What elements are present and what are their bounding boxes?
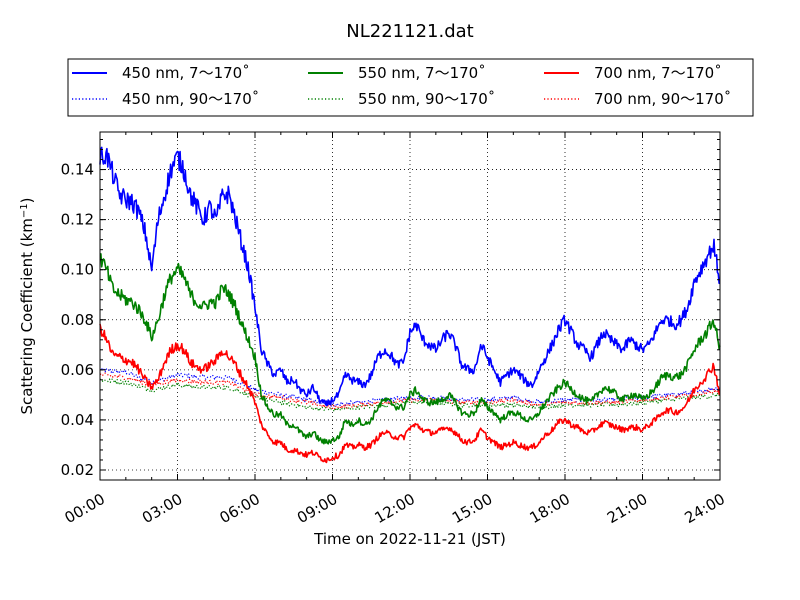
x-tick-label: 12:00: [372, 490, 418, 527]
legend-label: 550 nm, 90～170˚: [358, 90, 495, 108]
x-tick-label: 00:00: [62, 490, 108, 527]
y-axis-label: Scattering Coefficient (km−1): [18, 197, 36, 414]
y-tick-label: 0.02: [61, 461, 94, 479]
x-tick-label: 18:00: [527, 490, 573, 527]
y-axis-label-superscript: −1: [19, 203, 30, 218]
y-axis-label-close: ): [18, 197, 36, 203]
y-tick-label: 0.08: [61, 311, 94, 329]
x-tick-label: 06:00: [217, 490, 263, 527]
legend-label: 450 nm, 90～170˚: [122, 90, 259, 108]
legend-label: 450 nm, 7～170˚: [122, 64, 250, 82]
grid: [100, 132, 720, 480]
y-tick-label: 0.12: [61, 211, 94, 229]
y-tick-label: 0.06: [61, 361, 94, 379]
y-tick-label: 0.14: [61, 161, 94, 179]
legend: 450 nm, 7～170˚ 450 nm, 90～170˚ 550 nm, 7～1…: [67, 58, 754, 117]
legend-label: 550 nm, 7～170˚: [358, 64, 486, 82]
y-tick-label: 0.10: [61, 261, 94, 279]
ticks: 00:00 03:00 06:00 09:00 12:00 15:00 18:00 21:00…: [61, 132, 728, 527]
series-line-700-nm-7-170: [99, 323, 721, 464]
x-tick-label: 24:00: [682, 490, 728, 527]
chart-title: NL221121.dat: [346, 21, 473, 42]
x-tick-label: 03:00: [139, 490, 185, 527]
x-tick-label: 21:00: [604, 490, 650, 527]
series-line-550-nm-7-170: [99, 253, 721, 445]
series-line-450-nm-7-170: [99, 146, 721, 407]
series-layer: [99, 146, 721, 464]
x-axis-label: Time on 2022-11-21 (JST): [313, 530, 506, 548]
y-tick-label: 0.04: [61, 411, 94, 429]
legend-label: 700 nm, 7～170˚: [594, 64, 722, 82]
legend-label: 700 nm, 90～170˚: [594, 90, 731, 108]
y-axis-label-main: Scattering Coefficient (km: [18, 218, 36, 414]
x-tick-label: 15:00: [449, 490, 495, 527]
x-tick-label: 09:00: [294, 490, 340, 527]
legend-box: [67, 58, 754, 117]
